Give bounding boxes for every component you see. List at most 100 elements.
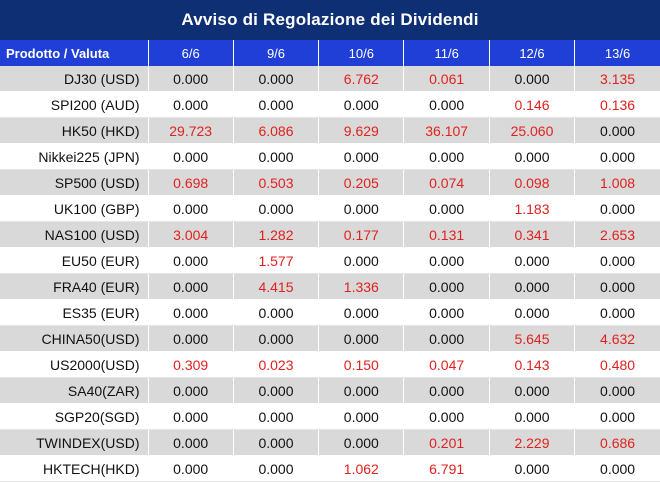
column-header-date: 9/6 bbox=[233, 40, 320, 66]
dividend-value-cell: 0.480 bbox=[574, 351, 660, 378]
dividend-value-cell: 0.098 bbox=[489, 169, 576, 196]
dividend-value-cell: 1.062 bbox=[318, 455, 405, 482]
dividend-value-cell: 0.131 bbox=[403, 221, 490, 248]
dividend-value-cell: 0.000 bbox=[574, 455, 660, 482]
dividend-value-cell: 0.000 bbox=[403, 377, 490, 404]
dividend-value-cell: 0.309 bbox=[148, 351, 234, 378]
dividend-value-cell: 0.000 bbox=[574, 143, 660, 170]
dividend-value-cell: 0.000 bbox=[148, 91, 234, 118]
dividend-value-cell: 0.143 bbox=[489, 351, 576, 378]
table-row: SP500 (USD) 0.698 0.503 0.205 0.074 0.098 1.00… bbox=[0, 169, 660, 196]
dividend-value-cell: 9.629 bbox=[318, 117, 405, 144]
dividend-value-cell: 0.686 bbox=[574, 429, 660, 456]
dividend-value-cell: 0.000 bbox=[148, 403, 234, 430]
dividend-value-cell: 0.000 bbox=[233, 143, 320, 170]
dividend-value-cell: 0.000 bbox=[318, 195, 405, 222]
dividend-value-cell: 0.000 bbox=[233, 66, 320, 92]
dividend-value-cell: 0.000 bbox=[489, 403, 576, 430]
table-row: SGP20(SGD) 0.000 0.000 0.000 0.000 0.000 0.000 bbox=[0, 403, 660, 430]
dividend-value-cell: 0.000 bbox=[403, 195, 490, 222]
table-row: CHINA50(USD) 0.000 0.000 0.000 0.000 5.645 4.6… bbox=[0, 325, 660, 352]
product-cell: Nikkei225 (JPN) bbox=[0, 143, 149, 170]
dividend-value-cell: 0.000 bbox=[233, 429, 320, 456]
dividend-value-cell: 0.000 bbox=[489, 143, 576, 170]
dividend-value-cell: 0.000 bbox=[148, 247, 234, 274]
dividend-value-cell: 0.698 bbox=[148, 169, 234, 196]
dividend-value-cell: 0.061 bbox=[403, 66, 490, 92]
product-cell: SA40(ZAR) bbox=[0, 377, 149, 404]
product-cell: SGP20(SGD) bbox=[0, 403, 149, 430]
dividend-value-cell: 0.000 bbox=[233, 455, 320, 482]
dividend-value-cell: 36.107 bbox=[403, 117, 490, 144]
dividend-value-cell: 0.023 bbox=[233, 351, 320, 378]
dividend-value-cell: 4.415 bbox=[233, 273, 320, 300]
dividend-value-cell: 3.135 bbox=[574, 66, 660, 92]
dividend-table: Prodotto / Valuta 6/6 9/6 10/6 11/6 12/6… bbox=[0, 40, 660, 482]
dividend-value-cell: 0.000 bbox=[489, 273, 576, 300]
dividend-value-cell: 0.000 bbox=[148, 429, 234, 456]
dividend-value-cell: 0.000 bbox=[233, 377, 320, 404]
dividend-value-cell: 0.074 bbox=[403, 169, 490, 196]
table-header-row: Prodotto / Valuta 6/6 9/6 10/6 11/6 12/6… bbox=[0, 40, 660, 66]
table-row: UK100 (GBP) 0.000 0.000 0.000 0.000 1.183 0.00… bbox=[0, 195, 660, 222]
product-cell: ES35 (EUR) bbox=[0, 299, 149, 326]
table-row: HK50 (HKD) 29.723 6.086 9.629 36.107 25.060 0.… bbox=[0, 117, 660, 144]
dividend-value-cell: 0.136 bbox=[574, 91, 660, 118]
column-header-date: 11/6 bbox=[403, 40, 490, 66]
dividend-value-cell: 0.000 bbox=[318, 325, 405, 352]
product-cell: NAS100 (USD) bbox=[0, 221, 149, 248]
dividend-value-cell: 0.000 bbox=[403, 403, 490, 430]
dividend-value-cell: 1.336 bbox=[318, 273, 405, 300]
dividend-value-cell: 1.008 bbox=[574, 169, 660, 196]
product-cell: US2000(USD) bbox=[0, 351, 149, 378]
table-row: DJ30 (USD) 0.000 0.000 6.762 0.061 0.000 3.135 bbox=[0, 66, 660, 92]
dividend-value-cell: 0.000 bbox=[489, 247, 576, 274]
dividend-value-cell: 0.047 bbox=[403, 351, 490, 378]
table-row: FRA40 (EUR) 0.000 4.415 1.336 0.000 0.000 0.00… bbox=[0, 273, 660, 300]
page-title: Avviso di Regolazione dei Dividendi bbox=[0, 0, 660, 40]
dividend-value-cell: 6.791 bbox=[403, 455, 490, 482]
dividend-value-cell: 0.000 bbox=[318, 91, 405, 118]
table-row: HKTECH(HKD) 0.000 0.000 1.062 6.791 0.000 0.00… bbox=[0, 455, 660, 482]
dividend-value-cell: 0.000 bbox=[403, 247, 490, 274]
dividend-value-cell: 0.201 bbox=[403, 429, 490, 456]
column-header-date: 12/6 bbox=[489, 40, 576, 66]
dividend-value-cell: 0.000 bbox=[233, 195, 320, 222]
dividend-value-cell: 0.000 bbox=[574, 377, 660, 404]
dividend-value-cell: 0.000 bbox=[148, 143, 234, 170]
dividend-value-cell: 2.229 bbox=[489, 429, 576, 456]
dividend-value-cell: 0.503 bbox=[233, 169, 320, 196]
table-row: EU50 (EUR) 0.000 1.577 0.000 0.000 0.000 0.000 bbox=[0, 247, 660, 274]
dividend-value-cell: 0.000 bbox=[318, 403, 405, 430]
dividend-value-cell: 0.000 bbox=[148, 299, 234, 326]
product-cell: EU50 (EUR) bbox=[0, 247, 149, 274]
dividend-value-cell: 0.000 bbox=[403, 325, 490, 352]
column-header-date: 10/6 bbox=[318, 40, 405, 66]
dividend-value-cell: 0.000 bbox=[574, 403, 660, 430]
dividend-value-cell: 2.653 bbox=[574, 221, 660, 248]
dividend-value-cell: 0.000 bbox=[403, 273, 490, 300]
dividend-value-cell: 0.000 bbox=[574, 117, 660, 144]
product-cell: TWINDEX(USD) bbox=[0, 429, 149, 456]
column-header-date: 6/6 bbox=[148, 40, 234, 66]
product-cell: HK50 (HKD) bbox=[0, 117, 149, 144]
dividend-value-cell: 3.004 bbox=[148, 221, 234, 248]
dividend-value-cell: 0.000 bbox=[574, 273, 660, 300]
product-cell: FRA40 (EUR) bbox=[0, 273, 149, 300]
dividend-value-cell: 6.086 bbox=[233, 117, 320, 144]
dividend-value-cell: 0.000 bbox=[318, 377, 405, 404]
dividend-value-cell: 0.000 bbox=[148, 66, 234, 92]
product-cell: DJ30 (USD) bbox=[0, 66, 149, 92]
dividend-value-cell: 0.150 bbox=[318, 351, 405, 378]
table-row: SA40(ZAR) 0.000 0.000 0.000 0.000 0.000 0.000 bbox=[0, 377, 660, 404]
dividend-value-cell: 0.000 bbox=[318, 299, 405, 326]
dividend-value-cell: 0.177 bbox=[318, 221, 405, 248]
dividend-value-cell: 0.000 bbox=[148, 325, 234, 352]
dividend-value-cell: 0.000 bbox=[148, 377, 234, 404]
dividend-value-cell: 0.000 bbox=[403, 91, 490, 118]
dividend-value-cell: 1.282 bbox=[233, 221, 320, 248]
dividend-value-cell: 0.000 bbox=[318, 143, 405, 170]
dividend-value-cell: 0.000 bbox=[403, 299, 490, 326]
dividend-value-cell: 0.000 bbox=[574, 299, 660, 326]
